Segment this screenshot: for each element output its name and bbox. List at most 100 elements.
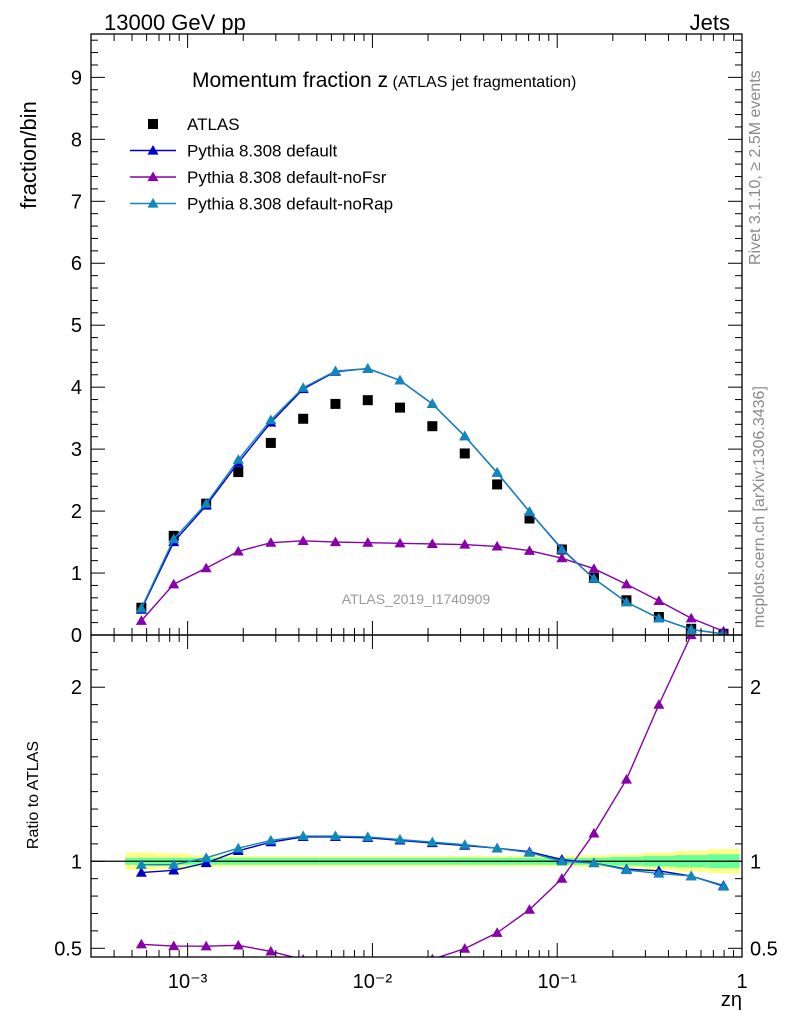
legend-label: Pythia 8.308 default xyxy=(187,142,338,161)
data-point xyxy=(556,552,568,563)
mcplots-label: mcplots.cern.ch [arXiv:1306.3436] xyxy=(751,386,768,628)
ratio-point xyxy=(330,959,341,969)
ratio-point xyxy=(168,859,180,869)
data-point xyxy=(265,437,276,448)
data-point xyxy=(394,537,406,548)
rivet-label: Rivet 3.1.10, ≥ 2.5M events xyxy=(747,70,764,265)
data-point xyxy=(265,537,277,547)
ratio-point xyxy=(394,834,406,844)
ratio-point xyxy=(685,870,697,881)
ratio-point xyxy=(556,873,568,883)
data-point xyxy=(362,363,374,373)
ratio-point xyxy=(459,943,471,953)
data-point xyxy=(362,537,374,547)
ratio-point xyxy=(523,904,535,914)
data-point xyxy=(394,374,406,385)
ratio-point xyxy=(200,940,212,951)
ratio-point xyxy=(200,857,212,868)
ratio-point xyxy=(135,867,147,877)
data-point xyxy=(588,563,600,573)
ratio-plot-frame xyxy=(90,634,743,958)
data-point xyxy=(135,615,147,625)
ratio-point xyxy=(362,961,373,971)
ratio-y-tick-label-right: 1 xyxy=(750,851,761,873)
data-point xyxy=(297,535,309,545)
data-point xyxy=(556,543,568,554)
y-tick-label: 6 xyxy=(71,253,82,275)
legend-entry: ATLAS xyxy=(148,115,240,134)
ratio-point xyxy=(717,881,729,891)
data-point xyxy=(653,612,665,623)
ratio-y-tick-label-right: 2 xyxy=(750,677,761,699)
ratio-point xyxy=(588,827,600,838)
data-point xyxy=(459,448,470,459)
data-point xyxy=(200,562,212,573)
ratio-point xyxy=(491,927,503,937)
y-tick-label: 4 xyxy=(71,377,82,399)
analysis-watermark: ATLAS_2019_I1740909 xyxy=(342,591,491,607)
x-tick-label: 10⁻² xyxy=(353,971,393,993)
process-label: Jets xyxy=(690,10,730,35)
y-tick-label: 1 xyxy=(71,563,82,585)
legend-marker xyxy=(147,198,159,208)
ratio-point xyxy=(556,855,568,866)
collision-label: 13000 GeV pp xyxy=(104,10,246,35)
data-point xyxy=(426,538,438,549)
data-point xyxy=(719,628,728,635)
ratio-y-tick-label-right: 0.5 xyxy=(750,938,778,960)
data-point xyxy=(265,414,277,425)
ratio-point xyxy=(718,542,729,552)
y-tick-label: 3 xyxy=(71,439,82,461)
legend-entry: Pythia 8.308 default-noRap xyxy=(130,195,393,214)
data-point xyxy=(620,596,632,607)
chart-title: Momentum fraction z (ATLAS jet fragmenta… xyxy=(192,69,576,92)
ratio-point xyxy=(135,859,147,869)
ratio-point xyxy=(685,635,697,640)
ratio-point xyxy=(491,842,503,853)
data-point xyxy=(200,498,212,508)
ratio-point xyxy=(232,939,244,950)
ratio-point xyxy=(362,831,374,842)
legend-label: Pythia 8.308 default-noFsr xyxy=(187,168,387,187)
data-point xyxy=(168,578,180,589)
data-point xyxy=(653,595,665,606)
ratio-line xyxy=(141,635,692,957)
y-tick-label: 7 xyxy=(71,191,82,213)
ratio-y-tick-label-left: 0.5 xyxy=(54,938,82,960)
ratio-point xyxy=(426,836,438,847)
ratio-y-tick-label-left: 1 xyxy=(71,851,82,873)
ratio-point xyxy=(653,867,665,878)
ratio-point xyxy=(459,839,471,849)
legend-marker xyxy=(147,171,159,182)
data-point xyxy=(232,454,244,464)
ratio-point xyxy=(301,954,305,957)
ratio-y-axis-label: Ratio to ATLAS xyxy=(25,741,42,849)
data-point xyxy=(394,402,405,413)
x-tick-label: 10⁻¹ xyxy=(537,971,577,993)
data-point xyxy=(523,545,535,555)
legend-label: Pythia 8.308 default-noRap xyxy=(187,195,393,214)
ratio-point xyxy=(200,852,212,862)
data-point xyxy=(298,413,309,424)
main-panel-series xyxy=(135,363,729,635)
legend-entry: Pythia 8.308 default-noFsr xyxy=(130,168,387,187)
ratio-point xyxy=(620,864,632,875)
legend-marker xyxy=(148,119,158,129)
data-point xyxy=(491,540,503,551)
ratio-point xyxy=(265,834,277,845)
data-point xyxy=(459,539,471,549)
data-point xyxy=(233,467,244,478)
ratio-point xyxy=(168,864,180,875)
ratio-panel-series xyxy=(135,542,729,971)
chart-title-sub: (ATLAS jet fragmentation) xyxy=(393,74,577,91)
series-line xyxy=(140,540,724,632)
ratio-point xyxy=(265,945,277,956)
ratio-point xyxy=(297,830,309,841)
ratio-point xyxy=(232,842,244,853)
data-point xyxy=(426,398,438,409)
ratio-point xyxy=(168,940,180,951)
data-point xyxy=(491,467,503,477)
ratio-y-tick-label-left: 2 xyxy=(71,677,82,699)
data-point xyxy=(135,602,147,613)
